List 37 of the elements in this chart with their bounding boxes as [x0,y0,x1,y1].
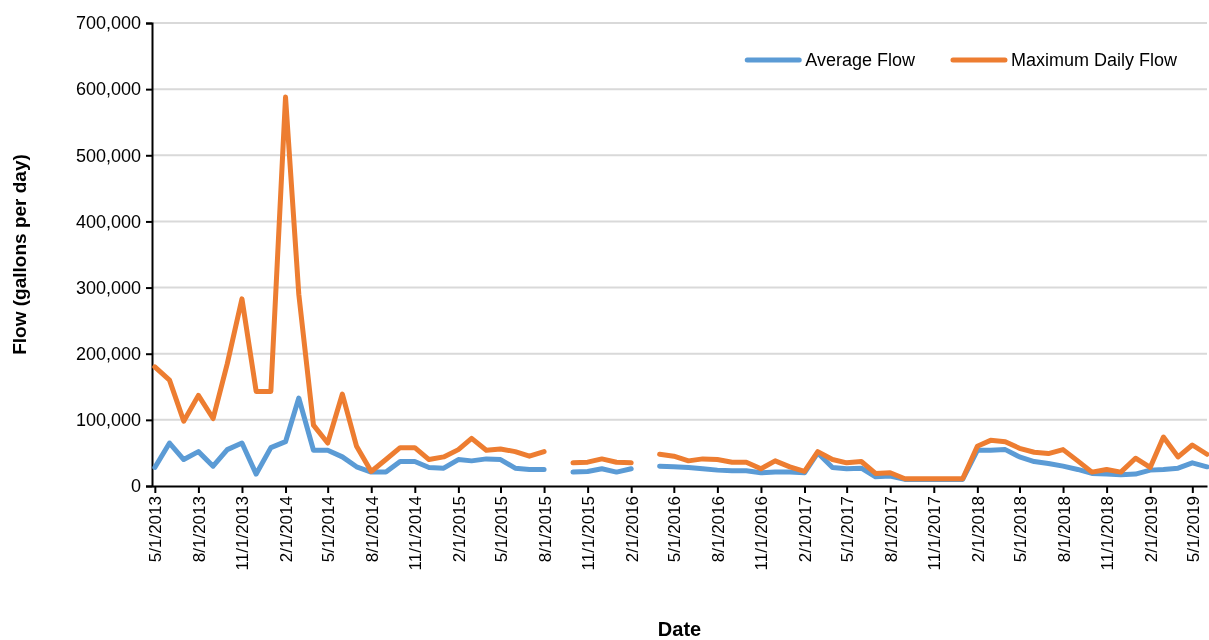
x-tick-label: 8/1/2018 [1054,496,1074,563]
y-tick-label: 700,000 [75,13,141,34]
y-tick-label: 0 [130,476,141,497]
x-tick-label: 8/1/2013 [189,496,209,563]
x-tick-label: 2/1/2018 [968,496,988,563]
x-tick-label: 11/1/2014 [406,496,426,571]
x-tick-label: 11/1/2015 [579,496,599,571]
x-tick-label: 11/1/2017 [925,496,945,571]
y-tick-label: 200,000 [75,343,141,364]
x-tick-label: 5/1/2018 [1010,496,1030,563]
x-tick-label: 8/1/2017 [881,496,901,563]
x-tick-label: 5/1/2013 [146,496,166,563]
x-tick-label: 2/1/2017 [795,496,815,563]
x-tick-label: 5/1/2015 [491,496,511,563]
legend-label: Maximum Daily Flow [1010,50,1178,71]
y-tick-label: 600,000 [75,79,141,100]
x-tick-label: 5/1/2014 [319,496,339,563]
y-tick-label: 300,000 [75,277,141,298]
legend-label: Average Flow [805,50,916,71]
y-axis-title: Flow (gallons per day) [9,154,30,355]
x-tick-label: 5/1/2017 [838,496,858,563]
x-tick-label: 2/1/2014 [276,496,296,563]
x-tick-label: 2/1/2019 [1141,496,1161,563]
x-tick-label: 2/1/2016 [622,496,642,563]
x-tick-label: 8/1/2016 [708,496,728,563]
x-tick-label: 11/1/2013 [233,496,253,571]
x-tick-label: 11/1/2016 [752,496,772,571]
x-tick-label: 8/1/2014 [362,496,382,563]
y-tick-label: 400,000 [75,211,141,232]
y-tick-label: 100,000 [75,410,141,431]
x-tick-label: 11/1/2018 [1098,496,1118,571]
x-tick-label: 5/1/2016 [665,496,685,563]
x-axis-title: Date [657,618,702,640]
y-tick-label: 500,000 [75,145,141,166]
x-tick-label: 5/1/2019 [1183,496,1203,563]
x-tick-label: 8/1/2015 [535,496,555,563]
x-tick-label: 2/1/2015 [449,496,469,563]
